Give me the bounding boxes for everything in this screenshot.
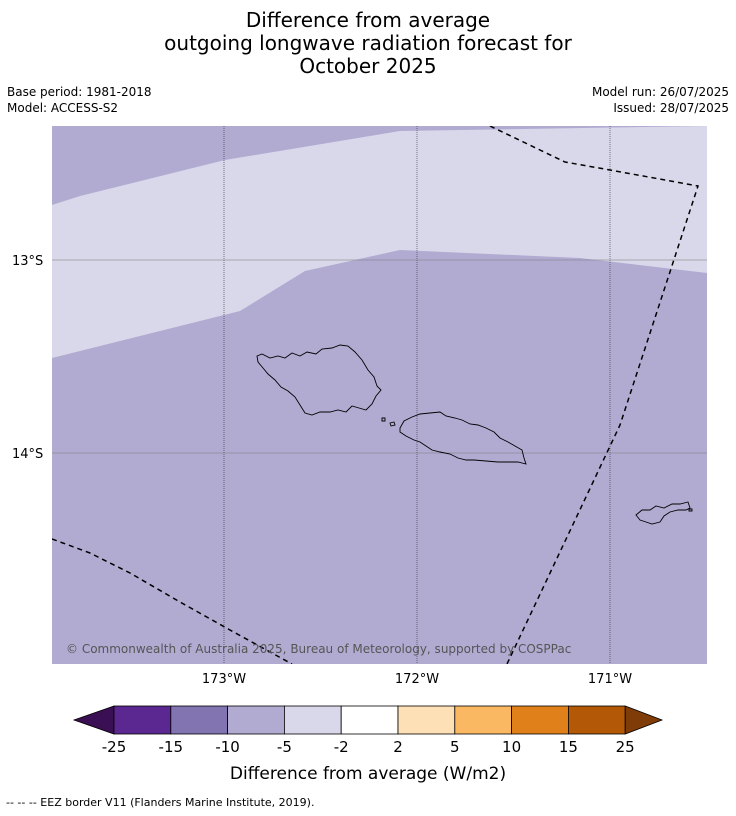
model-run: Model run: 26/07/2025 [591, 85, 729, 99]
colorbar-tick-label: -2 [334, 738, 349, 756]
map-panel: © Commonwealth of Australia 2025, Bureau… [52, 126, 707, 664]
copyright-notice: © Commonwealth of Australia 2025, Bureau… [66, 642, 571, 656]
upolu-island [399, 411, 527, 465]
eez-legend-note: -- -- -- EEZ border V11 (Flanders Marine… [6, 796, 315, 809]
colorbar-segment [511, 705, 569, 735]
colorbar: -25 -15 -10 -5 -2 2 5 10 15 25 [72, 705, 664, 756]
colorbar-segment [227, 705, 285, 735]
title-line-2: outgoing longwave radiation forecast for [164, 31, 572, 55]
lon-label-172w: 172°W [395, 672, 439, 687]
colorbar-segment [170, 705, 229, 735]
colorbar-tick-label: 15 [559, 738, 578, 756]
colorbar-tick-label: -15 [159, 738, 184, 756]
issued-date: Issued: 28/07/2025 [613, 101, 729, 115]
lat-label-14s: 14°S [12, 447, 43, 462]
savaii-island [256, 344, 382, 416]
lon-label-171w: 171°W [588, 672, 632, 687]
map-figure: © Commonwealth of Australia 2025, Bureau… [12, 126, 707, 784]
colorbar-tick-label: -10 [215, 738, 240, 756]
title-line-3: October 2025 [299, 54, 437, 78]
colorbar-tick-label: 25 [616, 738, 635, 756]
lon-label-173w: 173°W [202, 672, 246, 687]
apolima-island [381, 417, 386, 422]
model-name: Model: ACCESS-S2 [7, 101, 119, 115]
tutuila-island [635, 501, 691, 525]
colorbar-segment [340, 705, 399, 735]
lat-label-13s: 13°S [12, 254, 43, 269]
colorbar-extend-low [72, 705, 115, 735]
colorbar-segment [283, 705, 342, 735]
colorbar-segment [568, 705, 626, 735]
anomaly-region-minus5-minus2 [52, 126, 707, 358]
colorbar-tick-label: 10 [502, 738, 521, 756]
manono-island [389, 421, 396, 427]
title-line-1: Difference from average [245, 8, 491, 32]
colorbar-segment [113, 705, 172, 735]
colorbar-segment [397, 705, 456, 735]
colorbar-tick-label: 5 [450, 738, 460, 756]
latitude-lines [52, 259, 707, 454]
coastlines [256, 344, 693, 525]
aunuu-island [688, 508, 693, 512]
graticule [223, 126, 611, 664]
colorbar-label: Difference from average (W/m2) [230, 764, 506, 784]
colorbar-extend-high [624, 705, 664, 735]
base-period: Base period: 1981-2018 [7, 85, 152, 99]
colorbar-tick-label: -5 [277, 738, 292, 756]
colorbar-tick-label: -25 [102, 738, 127, 756]
colorbar-tick-label: 2 [393, 738, 403, 756]
eez-border [52, 126, 699, 664]
colorbar-segment [454, 705, 512, 735]
